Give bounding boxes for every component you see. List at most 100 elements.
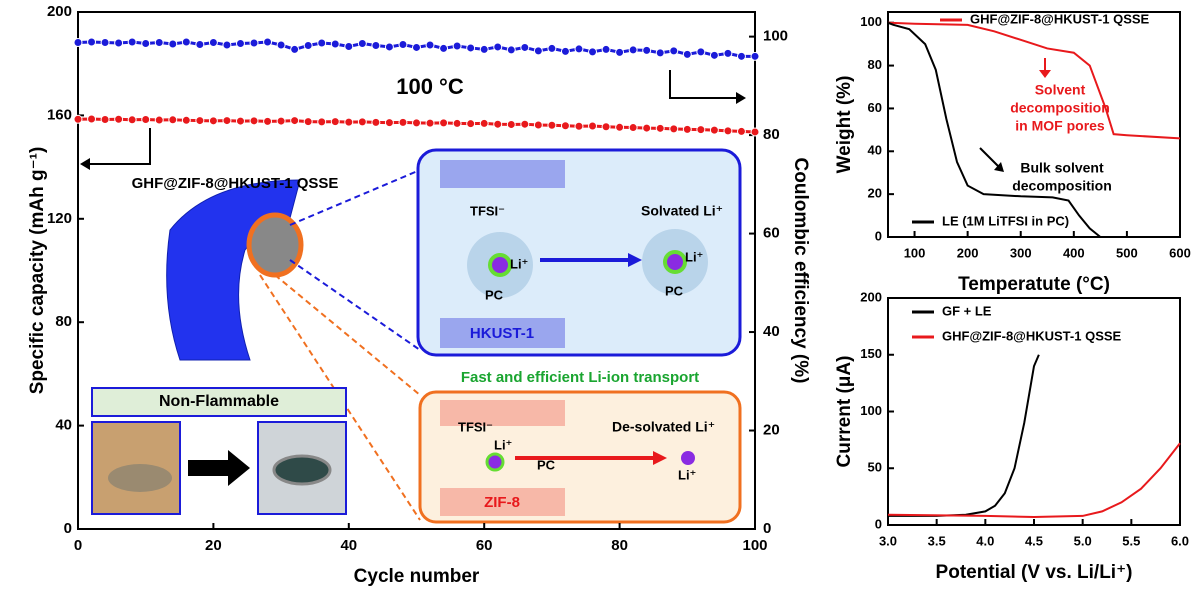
x-tick-label: 4.5	[1025, 533, 1043, 548]
marker	[317, 117, 327, 127]
x-tick-label: 100	[742, 537, 767, 554]
marker	[195, 39, 205, 49]
plot-frame	[77, 11, 756, 530]
marker	[425, 118, 435, 128]
marker	[73, 114, 83, 124]
schematic: HKUST-1 TFSI⁻ Li⁺ PC Solvated Li⁺ Li⁺ PC…	[91, 148, 742, 524]
series-line	[888, 354, 1040, 517]
marker	[560, 121, 570, 131]
marker	[533, 120, 543, 130]
x-tick-label: 200	[957, 245, 979, 260]
marker	[330, 39, 340, 49]
marker	[357, 117, 367, 127]
y-tick-label: 120	[47, 210, 72, 227]
marker	[141, 39, 151, 49]
marker	[669, 46, 679, 56]
guide	[289, 259, 421, 351]
y-axis-title: Current (μA)	[834, 356, 855, 468]
marker	[696, 125, 706, 135]
x-tick-label: 600	[1169, 245, 1191, 260]
marker	[154, 115, 164, 125]
y2-tick-label: 40	[763, 323, 780, 340]
marker	[398, 39, 408, 49]
marker	[263, 116, 273, 126]
marker	[425, 40, 435, 50]
marker	[249, 116, 259, 126]
li-ion	[488, 253, 512, 277]
marker	[181, 115, 191, 125]
marker	[493, 42, 503, 52]
plot-frame	[887, 11, 1181, 238]
li-ion	[485, 452, 505, 472]
axis-arrows	[80, 58, 1051, 172]
y2-tick-label: 0	[763, 520, 771, 537]
marker	[533, 46, 543, 56]
y-tick-label: 80	[868, 57, 882, 72]
marker	[344, 117, 354, 127]
label: Fast and efficient Li-ion transport	[461, 369, 699, 386]
y-tick-label: 60	[868, 100, 882, 115]
y-tick-label: 0	[64, 520, 72, 537]
marker	[669, 124, 679, 134]
marker	[682, 124, 692, 134]
x-tick-label: 300	[1010, 245, 1032, 260]
y2-tick-label: 60	[763, 225, 780, 242]
annotation: Bulk solvent	[1020, 160, 1104, 176]
x-axis-title: Potential (V vs. Li/Li⁺)	[936, 562, 1133, 583]
legend-label: GF + LE	[942, 303, 992, 318]
marker	[601, 44, 611, 54]
y-tick-label: 200	[47, 3, 72, 20]
marker	[574, 121, 584, 131]
x-tick-label: 60	[476, 537, 493, 554]
guide	[274, 274, 421, 396]
y-tick-label: 40	[55, 417, 72, 434]
marker	[263, 37, 273, 47]
marker	[439, 118, 449, 128]
marker	[520, 42, 530, 52]
label: De-solvated Li⁺	[612, 419, 715, 435]
y-axis-title: Specific capacity (mAh g⁻¹)	[27, 147, 48, 395]
x-tick-label: 5.5	[1122, 533, 1140, 548]
marker	[479, 44, 489, 54]
x-tick-label: 500	[1116, 245, 1138, 260]
series-line	[887, 21, 1101, 238]
marker	[574, 44, 584, 54]
marker	[615, 122, 625, 132]
x-axis-title: Cycle number	[354, 566, 480, 587]
x-tick-label: 3.5	[928, 533, 946, 548]
marker	[479, 118, 489, 128]
y2-tick-label: 80	[763, 126, 780, 143]
marker	[141, 115, 151, 125]
label: Solvated Li⁺	[641, 203, 723, 219]
marker	[466, 119, 476, 129]
marker	[750, 51, 760, 61]
arrow-head	[628, 253, 642, 267]
marker	[642, 123, 652, 133]
marker	[723, 126, 733, 136]
marker	[195, 116, 205, 126]
marker	[384, 118, 394, 128]
marker	[181, 37, 191, 47]
label: TFSI⁻	[458, 419, 493, 434]
y-tick-label: 0	[875, 516, 882, 531]
marker	[154, 38, 164, 48]
marker	[547, 43, 557, 53]
coin-cell	[108, 464, 172, 492]
label: PC	[537, 457, 556, 472]
li-ion	[681, 451, 695, 465]
marker	[615, 47, 625, 57]
x-tick-label: 80	[611, 537, 628, 554]
marker	[168, 39, 178, 49]
marker	[709, 125, 719, 135]
label: Non-Flammable	[159, 393, 279, 410]
y-tick-label: 160	[47, 106, 72, 123]
marker	[276, 116, 286, 126]
series-line	[887, 21, 1181, 140]
marker	[682, 49, 692, 59]
marker	[114, 38, 124, 48]
marker	[371, 40, 381, 50]
marker	[357, 39, 367, 49]
marker	[87, 37, 97, 47]
annotation: decomposition	[1010, 100, 1110, 116]
